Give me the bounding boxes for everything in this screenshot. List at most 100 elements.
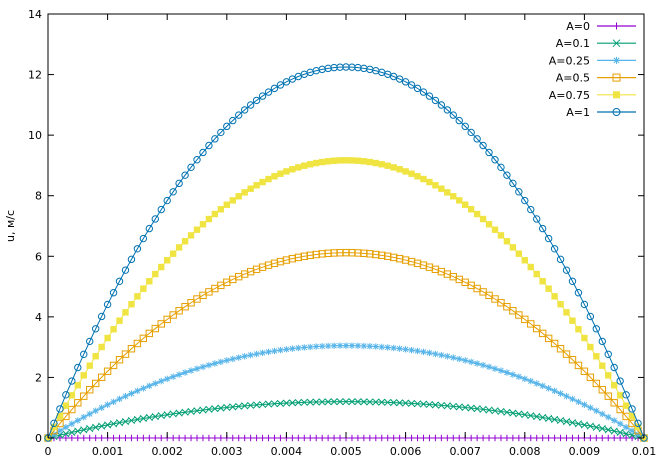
x-tick-label: 0.002 xyxy=(151,445,183,458)
data-point xyxy=(389,72,398,81)
data-point xyxy=(164,257,171,264)
data-point xyxy=(509,434,517,442)
data-point xyxy=(426,434,433,442)
data-point xyxy=(56,405,64,413)
data-point xyxy=(586,373,595,381)
data-point xyxy=(527,377,534,385)
data-point xyxy=(324,434,332,442)
data-point xyxy=(229,403,237,411)
data-point xyxy=(539,434,546,442)
series-A=1 xyxy=(44,63,648,442)
y-tick-label: 12 xyxy=(28,69,42,82)
data-point xyxy=(432,350,439,358)
data-point xyxy=(264,88,273,96)
data-point xyxy=(158,377,165,385)
data-point xyxy=(110,326,117,333)
data-point xyxy=(562,266,571,274)
data-point xyxy=(527,320,535,328)
data-point xyxy=(97,312,106,321)
data-point xyxy=(229,116,237,125)
data-point xyxy=(169,311,177,319)
data-point xyxy=(449,111,457,119)
data-point xyxy=(151,324,159,333)
data-point xyxy=(128,390,135,397)
data-point xyxy=(56,427,64,434)
data-point xyxy=(539,278,546,285)
data-point xyxy=(563,309,570,316)
data-point xyxy=(109,289,118,297)
data-point xyxy=(509,307,517,315)
data-point xyxy=(98,434,105,442)
data-point xyxy=(74,434,81,442)
data-point xyxy=(598,386,606,394)
data-point xyxy=(438,434,445,442)
data-point xyxy=(127,416,135,425)
data-point xyxy=(455,116,463,125)
data-point xyxy=(612,39,621,48)
data-point xyxy=(366,434,374,442)
data-point xyxy=(169,434,177,442)
data-point xyxy=(533,412,541,421)
data-point xyxy=(360,434,368,442)
data-point xyxy=(110,398,117,406)
data-point xyxy=(252,96,261,105)
data-point xyxy=(599,434,606,442)
series-A=0.75 xyxy=(44,157,648,442)
data-point xyxy=(538,224,547,233)
data-point xyxy=(444,353,451,360)
data-point xyxy=(223,403,231,412)
data-point xyxy=(139,234,148,243)
data-point xyxy=(240,106,249,114)
data-point xyxy=(217,358,225,366)
data-point xyxy=(613,91,620,99)
data-point xyxy=(473,405,481,413)
data-point xyxy=(193,226,201,233)
data-point xyxy=(205,215,213,223)
data-point xyxy=(610,399,618,407)
ticks-layer: 0 0.001 0.002 0.003 0.004 0.005 0.006 0.007 0.00… xyxy=(28,8,656,458)
data-point xyxy=(485,148,493,157)
data-point xyxy=(562,350,571,358)
data-point xyxy=(557,390,564,397)
data-point xyxy=(181,238,189,245)
data-point xyxy=(211,210,219,218)
data-point xyxy=(593,353,600,360)
data-point xyxy=(253,434,260,442)
data-point xyxy=(539,382,546,390)
data-point xyxy=(527,263,534,271)
data-point xyxy=(580,300,589,309)
data-point xyxy=(473,210,481,218)
data-point xyxy=(271,434,278,442)
data-point xyxy=(599,362,606,369)
y-tick-label: 10 xyxy=(28,129,42,142)
data-point xyxy=(199,221,207,228)
data-point xyxy=(592,379,601,388)
data-point xyxy=(211,360,219,367)
y-tick-label: 14 xyxy=(28,8,42,21)
data-point xyxy=(181,369,189,376)
data-point xyxy=(384,344,391,351)
data-point xyxy=(199,148,207,157)
data-point xyxy=(420,175,427,183)
data-point xyxy=(62,402,70,409)
data-point xyxy=(187,299,195,307)
data-point xyxy=(151,412,159,421)
data-point xyxy=(622,434,630,442)
data-point xyxy=(604,392,612,400)
data-point xyxy=(193,365,201,372)
data-point xyxy=(282,78,291,86)
data-point xyxy=(121,350,130,358)
data-point xyxy=(193,407,201,415)
data-point xyxy=(533,380,540,387)
data-point xyxy=(259,434,266,442)
data-point xyxy=(289,166,296,173)
data-point xyxy=(187,163,195,172)
data-point xyxy=(611,417,618,424)
data-point xyxy=(544,234,553,243)
data-point xyxy=(467,128,475,137)
data-point xyxy=(408,399,416,407)
data-point xyxy=(151,215,159,223)
data-point xyxy=(366,398,374,406)
data-point xyxy=(574,289,583,297)
data-point xyxy=(152,380,159,387)
